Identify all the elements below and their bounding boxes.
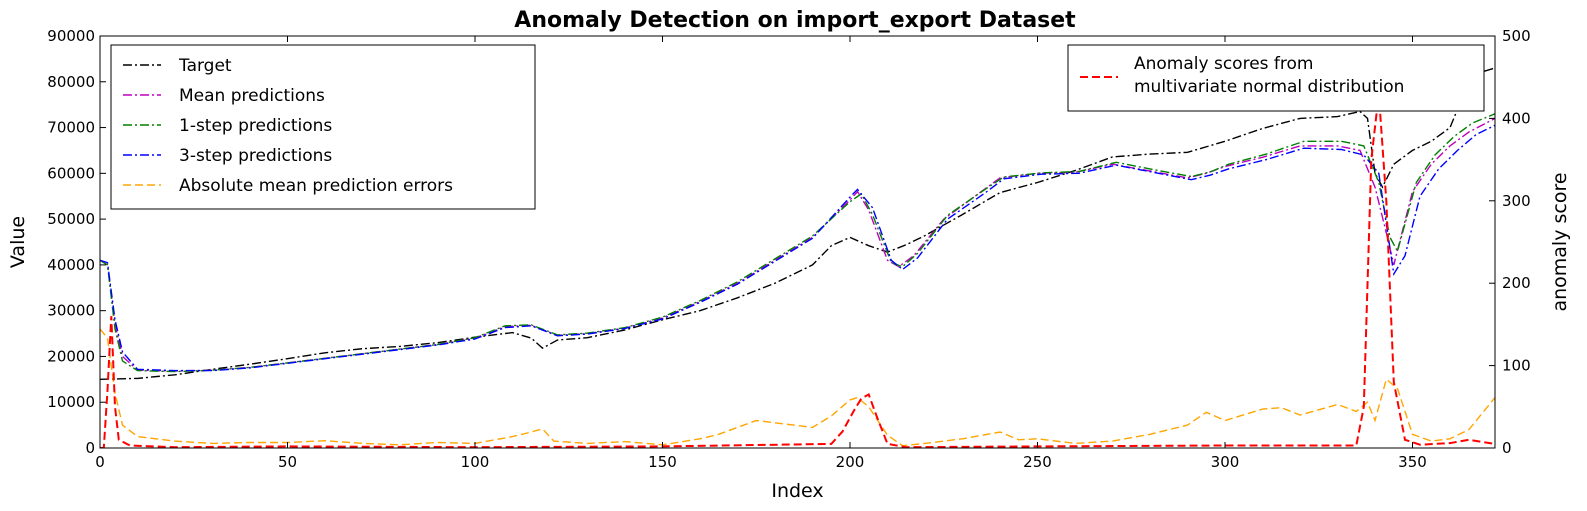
series-layer [100, 67, 1495, 448]
y-tick-label: 90000 [47, 27, 95, 45]
y-tick-label: 20000 [47, 347, 95, 365]
y-tick-label: 60000 [47, 164, 95, 182]
x-tick-label: 150 [648, 453, 677, 471]
y-tick-label: 0 [85, 439, 95, 457]
legend-label-target: Target [178, 56, 232, 76]
y-axis-right-label: anomaly score [1549, 172, 1571, 311]
legend-label-anomaly-scores: Anomaly scores from multivariate normal d… [1134, 54, 1404, 97]
legend-label-mean-predictions: Mean predictions [179, 86, 325, 106]
y-right-tick-label: 0 [1502, 439, 1512, 457]
legend-label-3-step-predictions: 3-step predictions [179, 146, 332, 166]
x-tick-label: 100 [461, 453, 490, 471]
x-tick-label: 250 [1023, 453, 1052, 471]
y-tick-label: 50000 [47, 210, 95, 228]
plot-frame [99, 35, 1496, 449]
x-tick-label: 350 [1398, 453, 1427, 471]
series-line-absolute-mean-prediction-errors [100, 328, 1495, 447]
x-axis-label: Index [771, 480, 823, 502]
y-right-tick-label: 100 [1502, 357, 1531, 375]
x-tick-label: 50 [278, 453, 297, 471]
series-line-3-step-predictions [100, 124, 1495, 372]
x-tick-label: 300 [1211, 453, 1240, 471]
legend-left: Target Mean predictions 1-step predictions… [110, 44, 536, 210]
legend-left-frame [110, 44, 536, 210]
axes-layer: 0 50 100 150 200 250 300 350 0 10000 20000 30000 400… [47, 27, 1530, 471]
y-axis-label: Value [7, 216, 29, 268]
legend-label-absolute-mean-prediction-errors: Absolute mean prediction errors [179, 176, 453, 196]
series-line-anomaly-scores-from-multivariate-normal-distribution [100, 93, 1495, 448]
y-right-tick-label: 400 [1502, 109, 1531, 127]
y-tick-label: 10000 [47, 393, 95, 411]
legend-right-frame [1067, 44, 1485, 112]
y-right-tick-label: 500 [1502, 27, 1531, 45]
legend-label-1-step-predictions: 1-step predictions [179, 116, 332, 136]
y-tick-label: 40000 [47, 256, 95, 274]
y-right-tick-label: 300 [1502, 192, 1531, 210]
legend-right: Anomaly scores from multivariate normal d… [1067, 44, 1485, 112]
y-tick-label: 80000 [47, 73, 95, 91]
x-tick-label: 0 [95, 453, 105, 471]
y-right-tick-label: 200 [1502, 274, 1531, 292]
y-tick-label: 30000 [47, 302, 95, 320]
chart-title: Anomaly Detection on import_export Datas… [514, 8, 1076, 33]
y-tick-label: 70000 [47, 119, 95, 137]
x-tick-label: 200 [836, 453, 865, 471]
